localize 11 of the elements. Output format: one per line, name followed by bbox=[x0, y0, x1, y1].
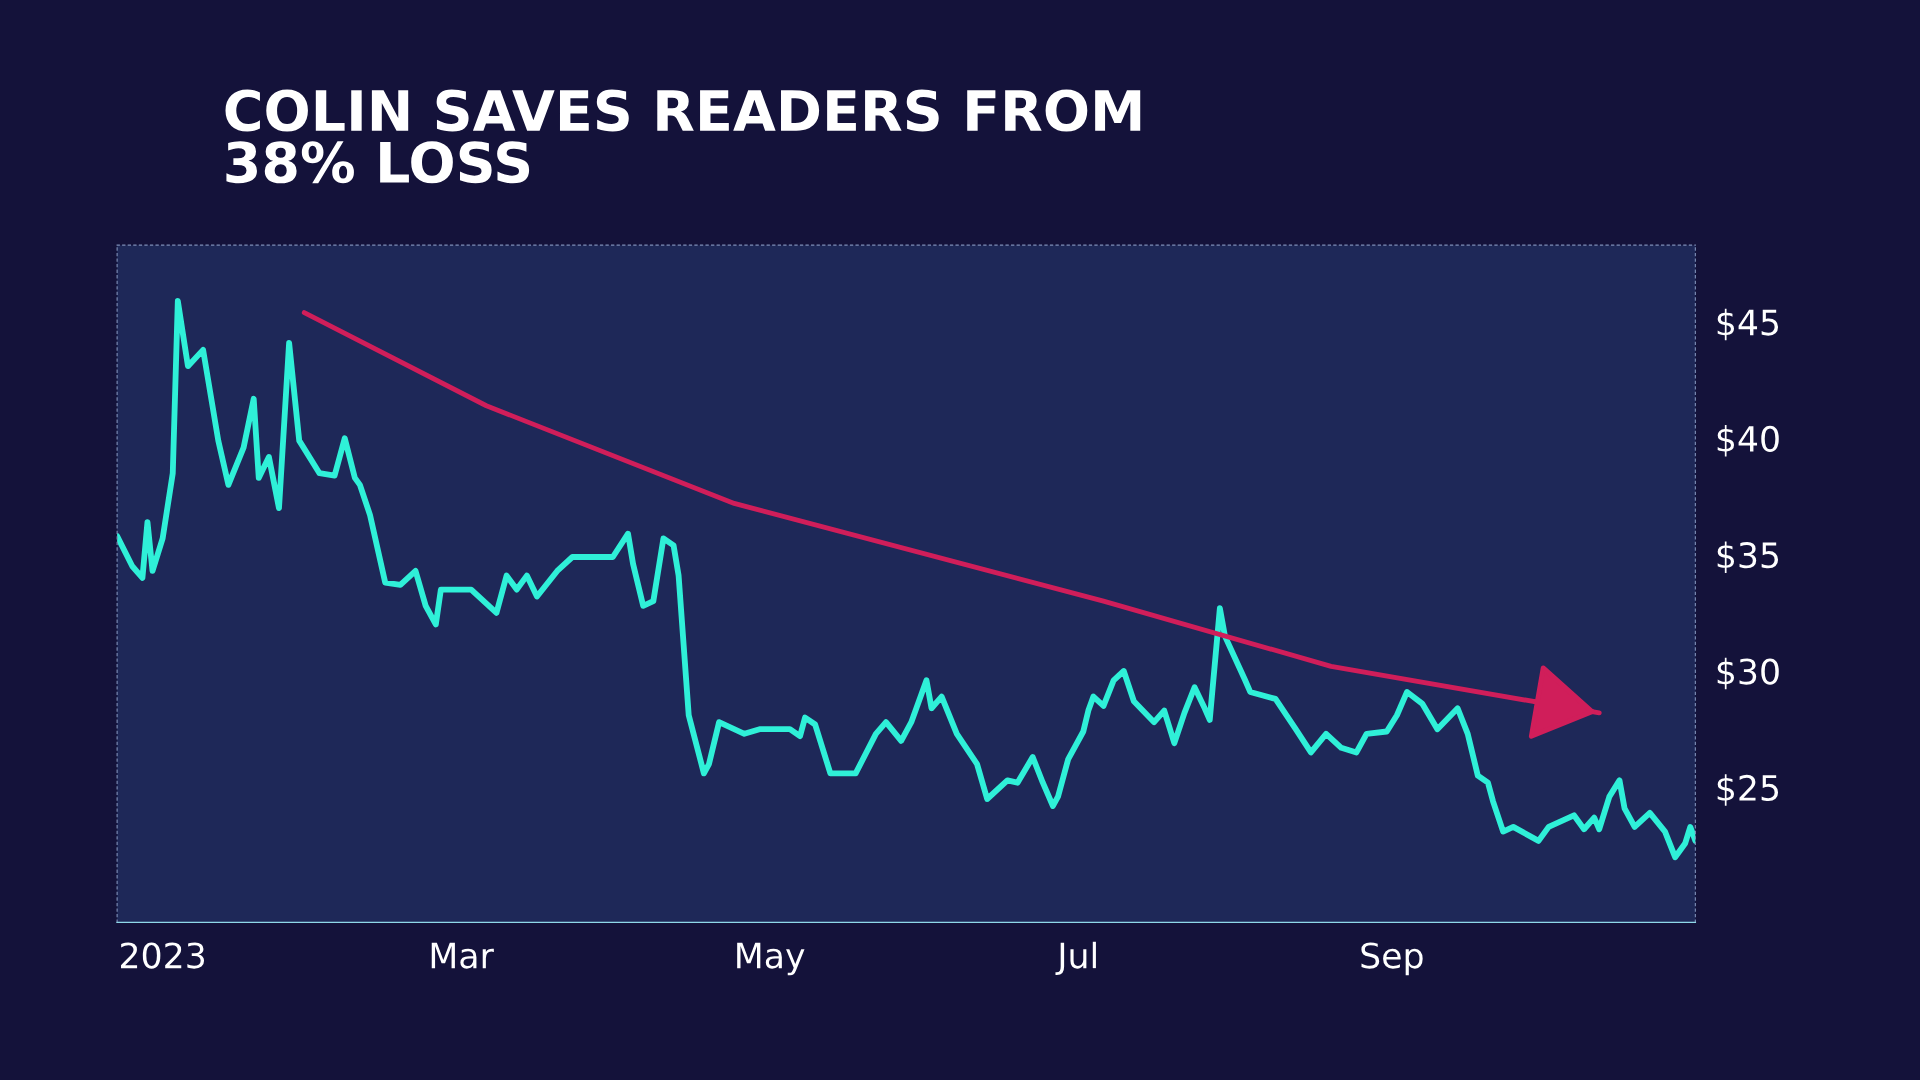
y-tick-label: $25 bbox=[1717, 774, 1779, 806]
y-tick-label: $35 bbox=[1717, 541, 1779, 573]
x-tick-label: Sep bbox=[1361, 942, 1423, 976]
x-tick-label: Mar bbox=[431, 942, 494, 969]
y-tick-label: $40 bbox=[1717, 425, 1779, 457]
chart-title: COLIN SAVES READERS FROM 38% LOSS bbox=[225, 89, 1141, 184]
y-tick-label: $45 bbox=[1717, 308, 1779, 341]
y-tick-label: $30 bbox=[1717, 657, 1779, 690]
x-tick-label: 2023 bbox=[121, 942, 205, 969]
x-tick-label: May bbox=[737, 942, 805, 976]
x-tick-label: Jul bbox=[1055, 941, 1096, 976]
